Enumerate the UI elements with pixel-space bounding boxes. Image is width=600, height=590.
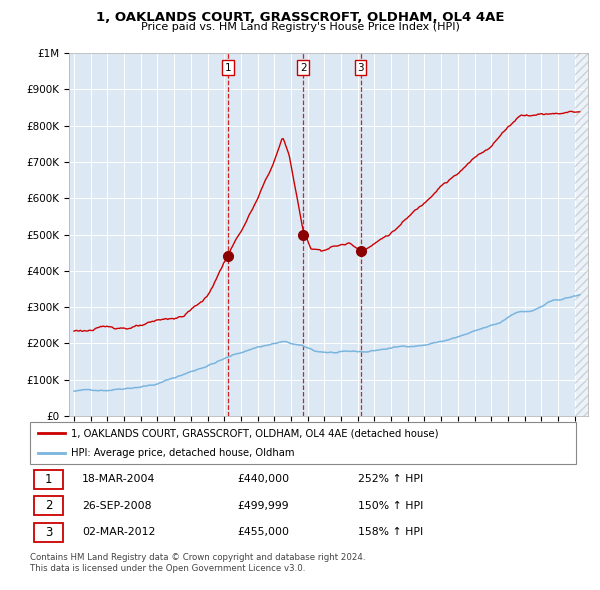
Text: HPI: Average price, detached house, Oldham: HPI: Average price, detached house, Oldh…	[71, 448, 295, 458]
FancyBboxPatch shape	[34, 523, 63, 542]
FancyBboxPatch shape	[30, 422, 576, 464]
Text: 150% ↑ HPI: 150% ↑ HPI	[358, 501, 423, 511]
Text: 26-SEP-2008: 26-SEP-2008	[82, 501, 151, 511]
Text: 252% ↑ HPI: 252% ↑ HPI	[358, 474, 423, 484]
Text: £440,000: £440,000	[238, 474, 290, 484]
Text: 2: 2	[45, 499, 52, 513]
Text: 3: 3	[45, 526, 52, 539]
Text: 2: 2	[300, 63, 307, 73]
Text: 1: 1	[45, 473, 52, 486]
Text: 18-MAR-2004: 18-MAR-2004	[82, 474, 155, 484]
Text: Contains HM Land Registry data © Crown copyright and database right 2024.
This d: Contains HM Land Registry data © Crown c…	[30, 553, 365, 573]
Text: 1, OAKLANDS COURT, GRASSCROFT, OLDHAM, OL4 4AE: 1, OAKLANDS COURT, GRASSCROFT, OLDHAM, O…	[96, 11, 504, 24]
Text: 3: 3	[357, 63, 364, 73]
Text: 1: 1	[224, 63, 231, 73]
FancyBboxPatch shape	[34, 470, 63, 489]
FancyBboxPatch shape	[34, 496, 63, 516]
Text: £499,999: £499,999	[238, 501, 289, 511]
Text: £455,000: £455,000	[238, 527, 289, 537]
Text: 02-MAR-2012: 02-MAR-2012	[82, 527, 155, 537]
Text: Price paid vs. HM Land Registry's House Price Index (HPI): Price paid vs. HM Land Registry's House …	[140, 22, 460, 32]
Text: 1, OAKLANDS COURT, GRASSCROFT, OLDHAM, OL4 4AE (detached house): 1, OAKLANDS COURT, GRASSCROFT, OLDHAM, O…	[71, 428, 439, 438]
Text: 158% ↑ HPI: 158% ↑ HPI	[358, 527, 423, 537]
